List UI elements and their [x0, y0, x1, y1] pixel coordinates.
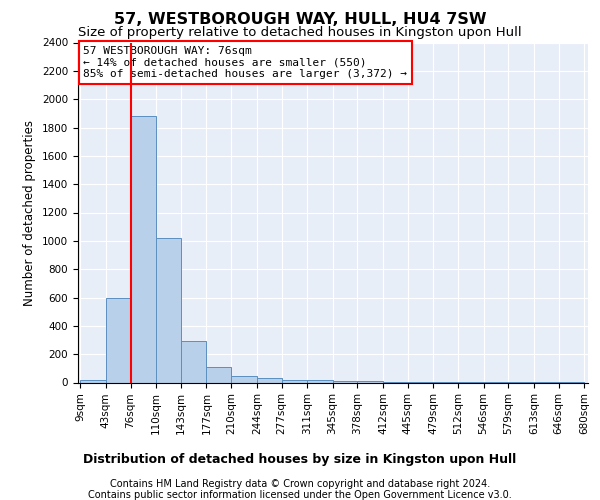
Bar	[106, 298, 131, 382]
Text: Contains HM Land Registry data © Crown copyright and database right 2024.: Contains HM Land Registry data © Crown c…	[110, 479, 490, 489]
Bar	[181, 340, 206, 382]
Bar	[131, 116, 156, 382]
Text: Contains public sector information licensed under the Open Government Licence v3: Contains public sector information licen…	[88, 490, 512, 500]
Bar	[80, 380, 106, 382]
Bar	[231, 376, 257, 382]
Text: 57 WESTBOROUGH WAY: 76sqm
← 14% of detached houses are smaller (550)
85% of semi: 57 WESTBOROUGH WAY: 76sqm ← 14% of detac…	[83, 46, 407, 79]
Text: 57, WESTBOROUGH WAY, HULL, HU4 7SW: 57, WESTBOROUGH WAY, HULL, HU4 7SW	[114, 12, 486, 28]
Bar	[332, 381, 358, 382]
Bar	[307, 380, 332, 382]
Y-axis label: Number of detached properties: Number of detached properties	[23, 120, 37, 306]
Text: Distribution of detached houses by size in Kingston upon Hull: Distribution of detached houses by size …	[83, 452, 517, 466]
Text: Size of property relative to detached houses in Kingston upon Hull: Size of property relative to detached ho…	[78, 26, 522, 39]
Bar	[156, 238, 181, 382]
Bar	[281, 380, 307, 382]
Bar	[257, 378, 281, 382]
Bar	[206, 367, 231, 382]
